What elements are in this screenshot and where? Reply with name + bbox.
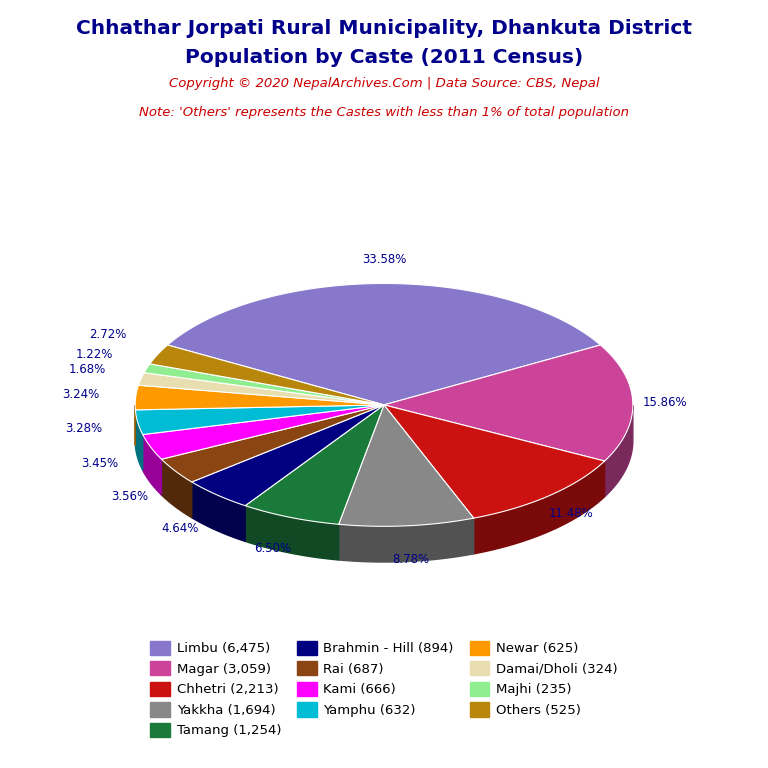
Legend: Limbu (6,475), Magar (3,059), Chhetri (2,213), Yakkha (1,694), Tamang (1,254), B: Limbu (6,475), Magar (3,059), Chhetri (2… (145, 635, 623, 743)
Polygon shape (604, 405, 633, 497)
Polygon shape (167, 283, 601, 405)
Polygon shape (143, 405, 384, 459)
Polygon shape (384, 405, 604, 518)
Polygon shape (245, 405, 384, 525)
Text: 2.72%: 2.72% (89, 329, 127, 342)
Text: 1.68%: 1.68% (69, 362, 106, 376)
Text: 3.56%: 3.56% (111, 490, 148, 502)
Polygon shape (192, 482, 245, 541)
Polygon shape (135, 405, 384, 435)
Polygon shape (144, 364, 384, 405)
Text: Copyright © 2020 NepalArchives.Com | Data Source: CBS, Nepal: Copyright © 2020 NepalArchives.Com | Dat… (169, 77, 599, 90)
Polygon shape (339, 405, 474, 526)
Text: Note: 'Others' represents the Castes with less than 1% of total population: Note: 'Others' represents the Castes wit… (139, 106, 629, 119)
Polygon shape (161, 459, 192, 518)
Polygon shape (474, 461, 604, 554)
Text: Population by Caste (2011 Census): Population by Caste (2011 Census) (185, 48, 583, 67)
Text: 11.48%: 11.48% (549, 507, 594, 520)
Text: 1.22%: 1.22% (76, 348, 113, 361)
Text: 3.28%: 3.28% (65, 422, 102, 435)
Text: 8.78%: 8.78% (392, 553, 430, 566)
Polygon shape (192, 405, 384, 505)
Polygon shape (143, 435, 161, 495)
Polygon shape (135, 410, 143, 470)
Text: 6.50%: 6.50% (254, 542, 292, 555)
Polygon shape (161, 405, 384, 482)
Polygon shape (138, 372, 384, 405)
Polygon shape (339, 518, 474, 562)
Text: 3.45%: 3.45% (81, 457, 118, 470)
Polygon shape (245, 505, 339, 560)
Polygon shape (384, 345, 633, 461)
Text: 4.64%: 4.64% (161, 522, 199, 535)
Text: 33.58%: 33.58% (362, 253, 406, 266)
Polygon shape (150, 345, 384, 405)
Text: 3.24%: 3.24% (62, 388, 100, 401)
Polygon shape (135, 386, 384, 410)
Text: Chhathar Jorpati Rural Municipality, Dhankuta District: Chhathar Jorpati Rural Municipality, Dha… (76, 19, 692, 38)
Text: 15.86%: 15.86% (643, 396, 687, 409)
